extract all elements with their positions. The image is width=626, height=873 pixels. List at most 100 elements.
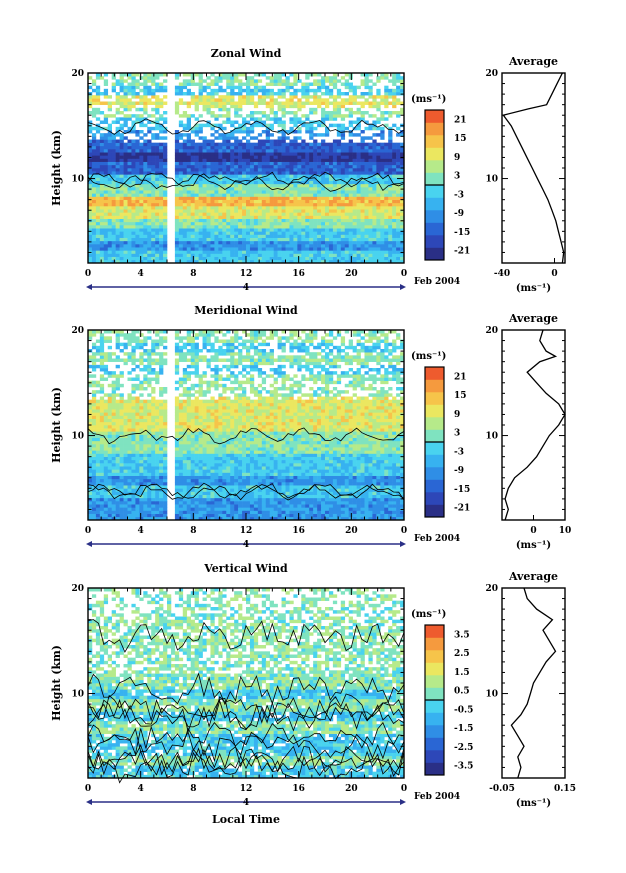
heatmap-cell [317, 79, 322, 83]
heatmap-cell [214, 187, 219, 191]
heatmap-cell [249, 504, 255, 508]
heatmap-cell [155, 190, 160, 194]
heatmap-cell [131, 152, 136, 156]
heatmap-cell [281, 206, 286, 210]
heatmap-cell [111, 101, 116, 105]
heatmap-cell [214, 221, 219, 226]
heatmap-cell [135, 494, 140, 499]
heatmap-cell [396, 259, 401, 264]
heatmap-cell [392, 228, 397, 232]
heatmap-cell [131, 88, 136, 93]
heatmap-cell [277, 120, 282, 124]
heatmap-cell [332, 228, 338, 232]
heatmap-cell [249, 88, 255, 93]
heatmap-cell [206, 225, 211, 229]
heatmap-cell [226, 183, 231, 188]
heatmap-cell [178, 171, 184, 175]
heatmap-cell [309, 95, 314, 99]
heatmap-cell [246, 183, 251, 188]
heatmap-cell [261, 187, 267, 191]
heatmap-cell [95, 497, 101, 502]
heatmap-cell [238, 488, 243, 492]
heatmap-cell [143, 183, 148, 188]
heatmap-cell [178, 199, 184, 204]
heatmap-cell [261, 177, 267, 181]
heatmap-cell [115, 206, 120, 210]
heatmap-cell [214, 228, 219, 232]
heatmap-cell [289, 117, 294, 121]
heatmap-cell [242, 516, 247, 521]
heatmap-cell [218, 234, 223, 238]
heatmap-cell [238, 259, 243, 264]
heatmap-cell [261, 174, 267, 178]
heatmap-cell [147, 206, 152, 210]
heatmap-cell [313, 158, 318, 162]
heatmap-cell [159, 196, 164, 200]
heatmap-cell [301, 501, 306, 505]
heatmap-cell [325, 85, 330, 90]
heatmap-cell [289, 221, 294, 226]
heatmap-cell [328, 95, 334, 99]
heatmap-cell [249, 79, 255, 83]
heatmap-cell [372, 231, 377, 235]
heatmap-cell [321, 111, 326, 115]
heatmap-cell [143, 513, 148, 518]
heatmap-cell [222, 95, 227, 99]
heatmap-cell [218, 218, 223, 223]
heatmap-cell [127, 168, 132, 172]
heatmap-cell [289, 120, 294, 124]
heatmap-cell [352, 92, 357, 96]
heatmap-cell [388, 225, 393, 229]
heatmap-cell [186, 158, 191, 162]
heatmap-cell [155, 193, 160, 197]
heatmap-cell [182, 250, 188, 254]
profile-frame [501, 72, 566, 264]
heatmap-cell [151, 221, 156, 226]
heatmap-cell [305, 174, 310, 178]
heatmap-cell [178, 225, 184, 229]
heatmap-cell [249, 98, 255, 102]
heatmap-cell [388, 206, 393, 210]
heatmap-cell [336, 504, 342, 508]
heatmap-cell [131, 221, 136, 226]
heatmap-cell [380, 142, 385, 147]
heatmap-cell [336, 142, 342, 147]
heatmap-cell [364, 202, 369, 207]
heatmap-cell [222, 516, 227, 521]
heatmap-cell [336, 507, 342, 511]
heatmap-cell [234, 187, 239, 191]
heatmap-cell [273, 256, 278, 261]
heatmap-cell [174, 193, 180, 197]
heatmap-cell [95, 253, 101, 257]
heatmap-cell [281, 130, 286, 134]
heatmap-cell [246, 133, 251, 137]
heatmap-cell [376, 231, 381, 235]
heatmap-cell [249, 187, 255, 191]
heatmap-cell [147, 234, 152, 238]
heatmap-cell [332, 123, 338, 128]
heatmap-cell [139, 199, 144, 204]
heatmap-cell [91, 101, 97, 105]
heatmap-cell [103, 158, 109, 162]
heatmap-cell [364, 145, 369, 150]
heatmap-cell [380, 240, 385, 245]
heatmap-cell [281, 92, 286, 96]
heatmap-cell [202, 513, 207, 518]
heatmap-cell [336, 190, 342, 194]
heatmap-cell [305, 202, 310, 207]
heatmap-cell [257, 73, 263, 77]
heatmap-cell [356, 123, 361, 128]
heatmap-cell [368, 177, 373, 181]
heatmap-cell [115, 513, 120, 518]
heatmap-cell [135, 130, 140, 134]
heatmap-cell [348, 120, 353, 124]
heatmap-cell [147, 513, 152, 518]
heatmap-cell [226, 158, 231, 162]
heatmap-cell [115, 190, 120, 194]
heatmap-cell [321, 212, 326, 216]
heatmap-cell [123, 221, 128, 226]
heatmap-cell [238, 237, 243, 242]
heatmap-cell [163, 507, 168, 511]
heatmap-cell [277, 507, 282, 511]
heatmap-cell [344, 193, 349, 197]
